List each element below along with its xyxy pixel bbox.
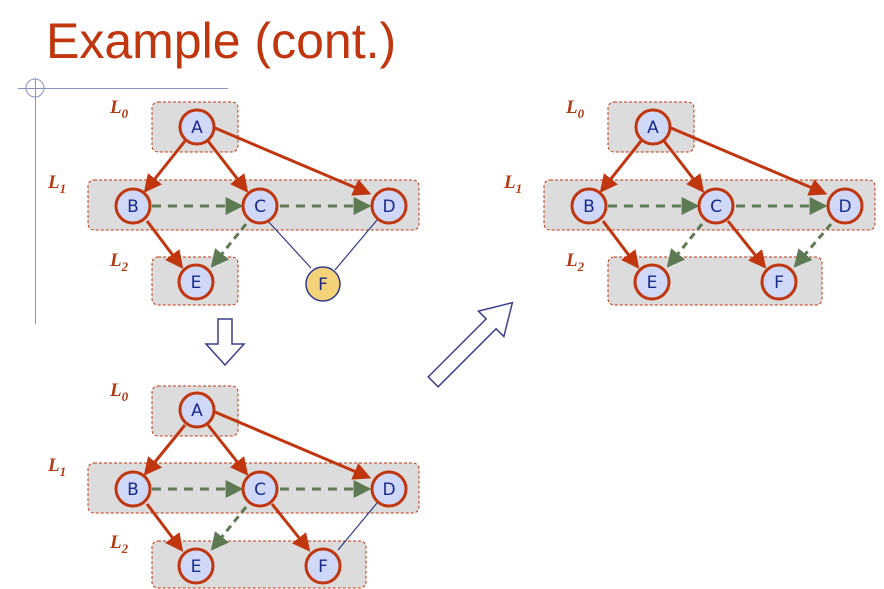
node-d: D [370, 187, 408, 225]
edge-a-c [206, 140, 249, 193]
slide-title: Example (cont.) [46, 13, 397, 69]
level-label-l0: L0 [565, 97, 585, 121]
edge-a-c [206, 424, 249, 476]
node-c: C [241, 470, 279, 508]
edge-a-c [662, 140, 705, 193]
node-b: B [570, 187, 608, 225]
svg-text:E: E [647, 273, 658, 293]
diagram-top-left: L0 L1 L2 A B C D E [47, 97, 420, 306]
edge-a-d [214, 126, 372, 196]
level-label-l0: L0 [109, 97, 129, 121]
diagonal-arrow-icon [427, 301, 514, 388]
node-e: E [633, 263, 671, 301]
edge-c-e [210, 223, 248, 268]
edge-b-e [601, 220, 640, 269]
node-f: F [304, 547, 342, 585]
svg-text:E: E [191, 273, 202, 293]
svg-text:D: D [382, 480, 395, 500]
svg-text:A: A [191, 401, 203, 421]
svg-text:D: D [382, 197, 395, 217]
svg-text:E: E [191, 557, 202, 577]
level-label-l1: L1 [47, 172, 66, 196]
edge-d-f [793, 223, 833, 268]
svg-text:C: C [254, 480, 266, 500]
level-label-l1: L1 [503, 172, 522, 196]
svg-text:A: A [191, 118, 203, 138]
node-d: D [370, 470, 408, 508]
level-label-l2: L2 [109, 250, 129, 274]
node-b: B [114, 470, 152, 508]
edge-c-f [265, 218, 312, 269]
down-arrow-icon [204, 318, 246, 367]
node-f-current: F [305, 266, 341, 302]
edge-a-b [143, 424, 187, 476]
edge-c-f [270, 503, 311, 552]
edge-d-f [337, 502, 378, 551]
svg-text:B: B [127, 480, 139, 500]
level-label-l2: L2 [565, 250, 585, 274]
node-e: E [177, 547, 215, 585]
node-b: B [114, 187, 152, 225]
diagram-right: L0 L1 L2 A B C D E [503, 97, 876, 306]
edge-b-e [145, 503, 184, 552]
edge-c-f [726, 220, 767, 269]
level-label-l1: L1 [47, 455, 66, 479]
edge-a-b [599, 140, 643, 193]
node-a: A [634, 108, 672, 146]
edge-c-e [210, 506, 248, 551]
svg-text:B: B [583, 197, 595, 217]
node-d: D [826, 187, 864, 225]
edge-b-e [145, 220, 184, 269]
svg-text:F: F [774, 273, 784, 293]
edge-a-d [670, 126, 828, 196]
level-label-l2: L2 [109, 532, 129, 556]
node-c: C [697, 187, 735, 225]
edge-a-b [143, 140, 187, 193]
diagram-bottom-left: L0 L1 L2 A B C D E [47, 380, 420, 589]
svg-text:C: C [254, 197, 266, 217]
edge-c-e [666, 223, 704, 268]
node-c: C [241, 187, 279, 225]
node-a: A [178, 391, 216, 429]
decor-horizontal-rule [18, 88, 228, 89]
svg-text:C: C [710, 197, 722, 217]
svg-text:A: A [647, 118, 659, 138]
node-f: F [760, 263, 798, 301]
svg-text:F: F [318, 275, 328, 295]
edge-d-f [334, 219, 378, 271]
decor-vertical-rule [35, 78, 36, 324]
svg-text:D: D [838, 197, 851, 217]
node-a: A [178, 108, 216, 146]
svg-text:B: B [127, 197, 139, 217]
edge-a-d [214, 410, 372, 480]
svg-text:F: F [318, 557, 328, 577]
node-e: E [177, 263, 215, 301]
level-label-l0: L0 [109, 380, 129, 404]
